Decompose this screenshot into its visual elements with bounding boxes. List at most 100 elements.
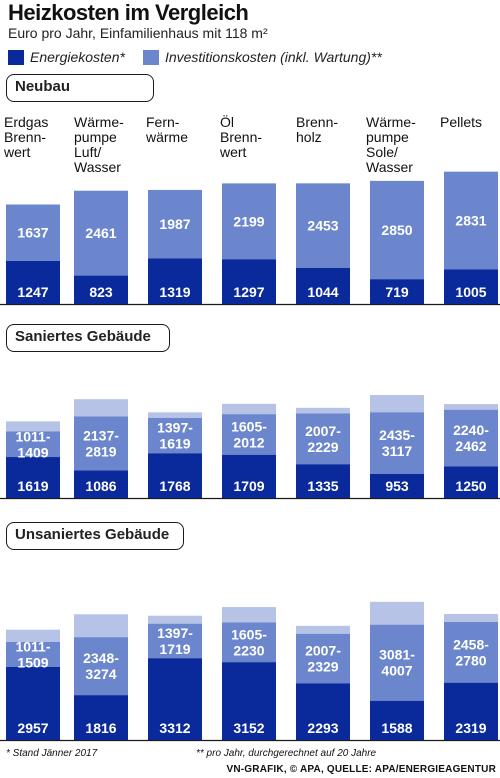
energy-bar <box>222 454 276 498</box>
panel-label-saniert: Saniertes Gebäude <box>6 324 170 352</box>
investment-bar <box>370 180 424 280</box>
panel-label-neubau: Neubau <box>6 74 154 102</box>
energy-bar <box>296 267 350 304</box>
investment-range-bar <box>370 601 424 625</box>
category-label-line: Sole/ <box>366 144 398 160</box>
investment-value-label: 2229 <box>307 439 338 455</box>
investment-value-label: 1409 <box>17 444 48 460</box>
investment-bar <box>74 190 128 276</box>
investment-range-bar <box>148 615 202 624</box>
investment-value-label: 2819 <box>85 443 116 459</box>
investment-value-label: 2461 <box>85 225 116 241</box>
category-label: Wärme-pumpe Luft/Wasser <box>74 115 124 175</box>
category-label-line: Wärme- <box>366 114 416 130</box>
investment-value-label: 3274 <box>85 666 116 682</box>
energy-value-label: 2293 <box>307 720 338 736</box>
investment-value-label: 2435- <box>379 427 415 443</box>
investment-range-bar <box>74 614 128 638</box>
legend-item-investment: Investitionskosten (inkl. Wartung)** <box>142 49 382 65</box>
energy-bar <box>6 666 60 740</box>
legend-label-investment: Investitionskosten (inkl. Wartung)** <box>164 49 382 65</box>
energy-value-label: 1297 <box>233 284 264 300</box>
investment-bar <box>74 637 128 696</box>
energy-value-label: 1768 <box>159 478 190 494</box>
energy-bar <box>296 683 350 740</box>
energy-bar <box>6 457 60 498</box>
investment-value-label: 2137- <box>83 427 119 443</box>
category-label-line: Pellets <box>440 114 483 130</box>
investment-value-label: 2007- <box>305 423 341 439</box>
investment-bar <box>444 171 498 270</box>
investment-value-label: 1397- <box>157 625 193 641</box>
panel-label-unsaniert: Unsaniertes Gebäude <box>6 522 184 550</box>
investment-value-label: 2329 <box>307 659 338 675</box>
category-label-line: holz <box>296 129 322 145</box>
energy-value-label: 1619 <box>17 478 48 494</box>
energy-value-label: 1319 <box>159 284 190 300</box>
investment-bar <box>296 633 350 684</box>
category-label: Pellets <box>440 115 482 130</box>
energy-bar <box>370 473 424 498</box>
investment-bar <box>6 431 60 458</box>
category-label-line: wärme <box>146 129 189 145</box>
investment-range-bar <box>222 403 276 415</box>
chart-subtitle: Euro pro Jahr, Einfamilienhaus mit 118 m… <box>8 25 268 41</box>
investment-value-label: 1605- <box>231 418 267 434</box>
energy-bar <box>444 682 498 740</box>
investment-bar <box>148 623 202 659</box>
investment-bar <box>370 412 424 474</box>
investment-value-label: 2007- <box>305 643 341 659</box>
energy-bar <box>222 259 276 304</box>
category-label: Erdgas Brenn-wert <box>4 115 48 160</box>
investment-value-label: 2780 <box>455 652 486 668</box>
category-label: Fern-wärme <box>146 115 188 145</box>
energy-bar <box>444 269 498 304</box>
investment-value-label: 2199 <box>233 213 264 229</box>
investment-bar <box>148 189 202 259</box>
investment-value-label: 2348- <box>83 650 119 666</box>
energy-value-label: 1250 <box>455 478 486 494</box>
investment-range-bar <box>444 404 498 410</box>
investment-value-label: 2230 <box>233 642 264 658</box>
investment-value-label: 1987 <box>159 216 190 232</box>
category-label-line: Fern- <box>146 114 180 130</box>
investment-value-label: 1509 <box>17 654 48 670</box>
footnote-right: ** pro Jahr, durchgerechnet auf 20 Jahre <box>196 748 377 759</box>
energy-bar <box>148 453 202 498</box>
investment-value-label: 1011- <box>15 638 50 654</box>
investment-value-label: 1011- <box>15 428 50 444</box>
investment-value-label: 1719 <box>159 641 190 657</box>
category-label-line: wert <box>220 144 247 160</box>
investment-bar <box>370 624 424 701</box>
investment-bar <box>222 183 276 260</box>
investment-value-label: 1637 <box>17 225 48 241</box>
investment-range-bar <box>6 421 60 432</box>
investment-bar <box>6 641 60 667</box>
energy-value-label: 1709 <box>233 478 264 494</box>
investment-value-label: 1397- <box>157 420 193 436</box>
energy-bar <box>74 275 128 304</box>
legend-item-energy: Energiekosten* <box>8 49 125 65</box>
investment-bar <box>222 622 276 663</box>
energy-value-label: 823 <box>89 284 113 300</box>
investment-value-label: 2462 <box>455 438 486 454</box>
source-credit: VN-GRAFIK, © APA, QUELLE: APA/ENERGIEAGE… <box>226 764 496 775</box>
investment-range-bar <box>444 614 498 623</box>
energy-bar <box>296 464 350 498</box>
investment-value-label: 2458- <box>453 636 489 652</box>
category-label-line: Brenn- <box>220 129 263 145</box>
investment-range-bar <box>296 407 350 414</box>
investment-bar <box>74 416 128 471</box>
energy-value-label: 719 <box>385 284 409 300</box>
investment-value-label: 2240- <box>453 422 489 438</box>
investment-value-label: 1619 <box>159 436 190 452</box>
investment-value-label: 2012 <box>233 434 264 450</box>
energy-bar <box>74 695 128 740</box>
legend-swatch-investment <box>142 49 159 65</box>
energy-bar <box>370 700 424 740</box>
investment-value-label: 2453 <box>307 218 338 234</box>
investment-value-label: 1605- <box>231 626 267 642</box>
category-label: Brenn-holz <box>296 115 338 145</box>
energy-bar <box>444 466 498 498</box>
